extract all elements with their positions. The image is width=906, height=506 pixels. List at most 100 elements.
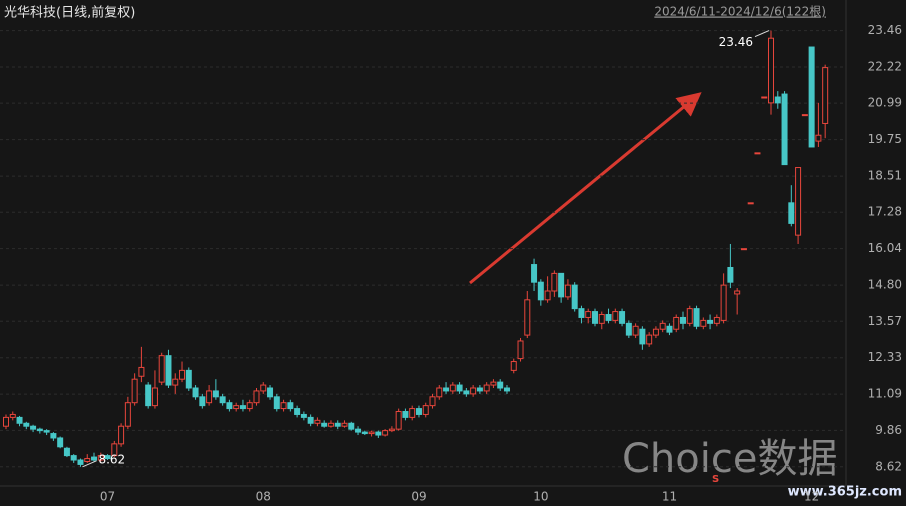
candle-body	[578, 308, 585, 318]
candle-body	[564, 284, 571, 298]
candle-body	[307, 416, 314, 424]
candle-body	[727, 266, 734, 283]
candle-body	[158, 355, 165, 383]
max-label: 23.46	[719, 35, 753, 49]
candle-body	[3, 416, 9, 427]
candle-body	[598, 314, 605, 324]
candle-body	[429, 396, 436, 407]
candle-body	[605, 314, 612, 321]
x-tick-label: 09	[411, 490, 426, 504]
candle-body	[355, 428, 362, 433]
y-tick-label: 19.75	[868, 132, 902, 146]
candle-body	[612, 311, 619, 321]
candle-body	[212, 390, 219, 398]
candle-body	[720, 284, 727, 321]
candle-body	[280, 402, 287, 410]
signal-marker: S	[712, 474, 719, 485]
candle-body	[97, 455, 104, 461]
candle-body	[666, 325, 673, 333]
candle-body	[341, 422, 348, 427]
candle-body	[476, 387, 483, 392]
source-label: www.365jz.com	[788, 485, 902, 500]
candle-body	[761, 96, 768, 99]
candle-body	[70, 455, 77, 461]
candle-body	[456, 384, 463, 392]
candle-body	[395, 411, 402, 430]
candle-body	[16, 416, 23, 424]
candle-body	[43, 430, 50, 433]
candle-body	[84, 458, 91, 462]
candle-body	[260, 384, 267, 392]
candle-body	[246, 402, 253, 410]
candle-body	[740, 248, 747, 251]
candle-body	[321, 422, 328, 427]
candle-body	[443, 387, 450, 392]
candle-body	[206, 390, 213, 404]
y-tick-label: 11.09	[868, 387, 902, 401]
candle-body	[449, 384, 456, 392]
candle-body	[497, 381, 504, 389]
y-tick-label: 23.46	[868, 23, 902, 37]
candle-body	[63, 447, 70, 457]
y-tick-label: 13.57	[868, 314, 902, 328]
candle-body	[402, 411, 409, 418]
candle-body	[531, 264, 538, 283]
candle-body	[537, 281, 544, 301]
candle-body	[388, 428, 395, 432]
candle-body	[348, 422, 355, 430]
candle-body	[50, 433, 57, 439]
candle-body	[273, 396, 280, 410]
candle-body	[490, 381, 497, 386]
candle-body	[131, 378, 138, 404]
candle-body	[145, 384, 152, 407]
x-tick-label: 11	[662, 490, 677, 504]
min-pointer	[82, 460, 97, 468]
candle-body	[558, 272, 565, 298]
y-tick-label: 8.62	[875, 459, 902, 473]
candle-body	[781, 93, 788, 166]
date-range: 2024/6/11-2024/12/6(122根)	[654, 5, 826, 19]
candle-body	[77, 459, 84, 465]
y-tick-label: 16.04	[868, 241, 902, 255]
candle-body	[219, 396, 226, 404]
candle-body	[483, 384, 490, 392]
candle-body	[503, 387, 510, 392]
candle-body	[517, 340, 524, 360]
candle-body	[192, 387, 199, 398]
candle-body	[375, 431, 382, 436]
candle-body	[652, 328, 659, 336]
candle-body	[118, 425, 125, 445]
trend-arrow	[469, 92, 702, 285]
candle-body	[510, 361, 517, 371]
candle-body	[659, 322, 666, 330]
candle-body	[463, 390, 470, 395]
candle-body	[815, 134, 822, 142]
max-pointer	[754, 30, 770, 38]
candle-body	[571, 284, 578, 310]
candle-body	[368, 431, 375, 435]
candle-body	[138, 366, 145, 377]
candle-body	[639, 328, 646, 345]
candle-body	[551, 272, 558, 292]
candle-body	[294, 408, 301, 415]
candle-body	[314, 419, 321, 424]
candle-body	[226, 402, 233, 410]
candle-body	[124, 402, 131, 427]
x-tick-label: 07	[100, 490, 115, 504]
candle-body	[436, 387, 443, 398]
candle-body	[768, 37, 775, 104]
candle-body	[300, 413, 307, 418]
candle-body	[422, 405, 429, 415]
candle-body	[199, 396, 206, 407]
candle-body	[734, 290, 741, 295]
candle-body	[239, 405, 246, 410]
candle-body	[91, 456, 98, 461]
candle-body	[632, 325, 639, 336]
candle-body	[111, 443, 118, 457]
candle-body	[415, 408, 422, 415]
candle-body	[382, 430, 389, 436]
candle-body	[585, 311, 592, 318]
candle-body	[327, 422, 334, 427]
candle-body	[165, 355, 172, 386]
